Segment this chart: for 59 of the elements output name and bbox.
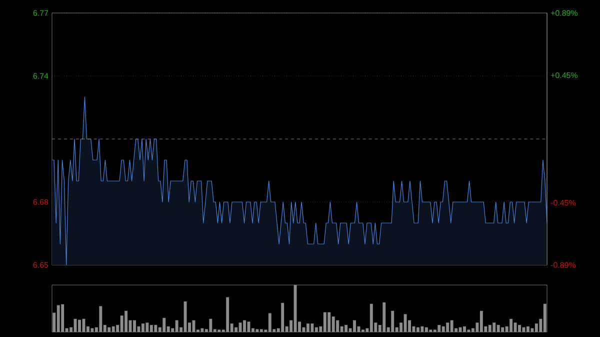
bar (260, 329, 263, 332)
bar (332, 316, 335, 332)
bar (133, 320, 136, 332)
bar (496, 324, 500, 332)
bar (243, 320, 246, 332)
bar (314, 327, 318, 332)
bar (238, 322, 242, 332)
bar (518, 324, 521, 332)
bar (184, 301, 187, 332)
bar (124, 310, 128, 332)
bar (382, 302, 386, 332)
bar (501, 327, 504, 332)
bar (446, 322, 450, 332)
bar (78, 320, 81, 332)
bar (442, 326, 445, 332)
bar (61, 304, 64, 332)
bar (209, 318, 212, 332)
bar (310, 324, 314, 332)
bar (458, 327, 462, 332)
bar (353, 320, 356, 332)
bar (141, 324, 144, 332)
bar (424, 327, 428, 332)
bar (146, 322, 149, 332)
bar (463, 326, 466, 332)
bar (294, 285, 297, 332)
bar (256, 329, 259, 332)
bar (162, 318, 166, 332)
bar (480, 310, 483, 332)
bar (306, 324, 310, 332)
bar (488, 324, 492, 332)
bar (175, 320, 178, 332)
bar (510, 318, 513, 332)
bar (492, 322, 496, 332)
bar (154, 324, 158, 332)
bar (420, 326, 424, 332)
bar (112, 326, 115, 332)
bar (514, 322, 517, 332)
bar (344, 324, 348, 332)
bar (404, 314, 407, 332)
bar (323, 312, 326, 332)
bar (370, 304, 373, 332)
bar (526, 326, 530, 332)
bar (281, 302, 284, 332)
bar (328, 312, 331, 332)
bar (450, 320, 454, 332)
bar (150, 324, 153, 332)
bar (99, 306, 102, 332)
bar (226, 297, 230, 332)
bar (268, 313, 272, 332)
bar (438, 324, 441, 332)
bar (391, 310, 394, 332)
bar (108, 327, 111, 332)
bar (336, 320, 340, 332)
bar (74, 318, 77, 332)
bar (543, 304, 546, 332)
bar (200, 328, 204, 332)
bar (56, 305, 60, 332)
bar (90, 328, 94, 332)
bar (416, 327, 420, 332)
